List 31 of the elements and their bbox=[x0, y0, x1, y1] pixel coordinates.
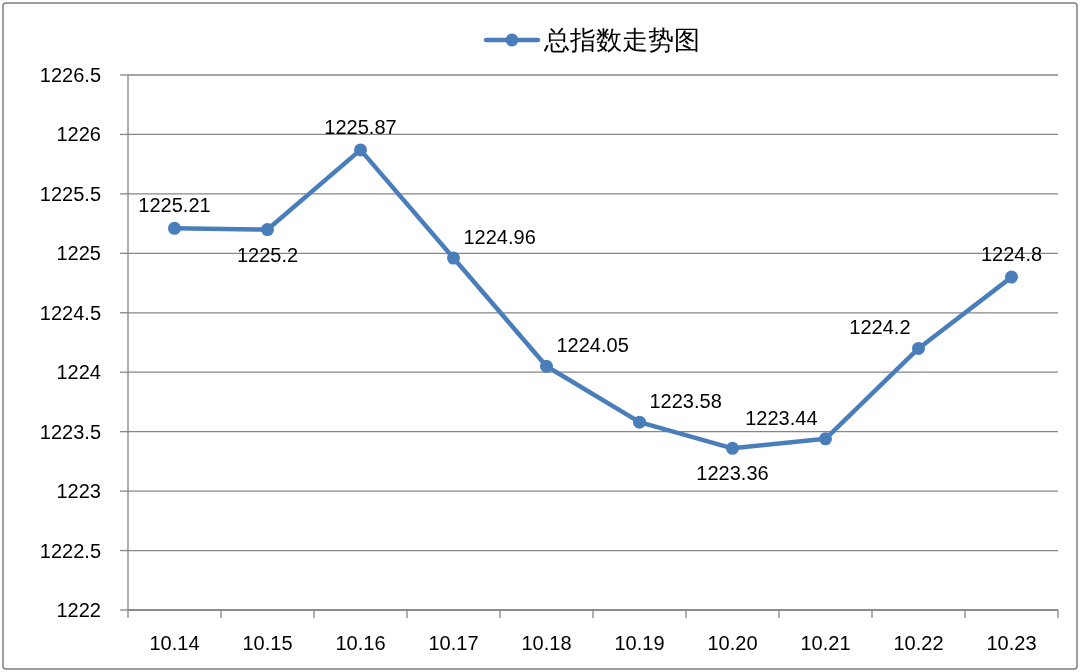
x-tick-label: 10.22 bbox=[893, 632, 944, 654]
data-label: 1224.8 bbox=[980, 243, 1043, 266]
data-label: 1223.36 bbox=[696, 462, 769, 485]
data-label: 1224.2 bbox=[849, 316, 911, 339]
y-tick-label: 1226.5 bbox=[39, 64, 101, 86]
data-label: 1224.05 bbox=[556, 334, 629, 357]
x-tick-label: 10.17 bbox=[428, 632, 479, 654]
legend-label: 总指数走势图 bbox=[544, 25, 700, 55]
y-tick-label: 1223.5 bbox=[39, 420, 101, 443]
x-tick-label: 10.20 bbox=[707, 632, 758, 654]
x-tick-label: 10.14 bbox=[149, 632, 200, 654]
x-tick-label: 10.21 bbox=[800, 632, 851, 654]
y-tick-label: 1222.5 bbox=[39, 539, 101, 562]
y-tick-label: 1223 bbox=[56, 480, 101, 503]
data-label: 1225.87 bbox=[324, 115, 397, 138]
y-tick-label: 1222 bbox=[56, 599, 101, 621]
data-label: 1225.21 bbox=[138, 194, 211, 217]
x-tick-label: 10.18 bbox=[521, 632, 572, 654]
y-tick-label: 1224 bbox=[56, 361, 101, 384]
x-tick-label: 10.23 bbox=[986, 632, 1037, 654]
x-tick-label: 10.15 bbox=[242, 632, 293, 654]
y-tick-label: 1225.5 bbox=[39, 182, 101, 205]
y-tick-label: 1224.5 bbox=[39, 301, 101, 324]
y-tick-label: 1226 bbox=[56, 123, 101, 146]
data-label: 1223.44 bbox=[745, 406, 818, 429]
data-label: 1224.96 bbox=[463, 226, 536, 249]
x-tick-label: 10.19 bbox=[614, 632, 665, 654]
data-label: 1223.58 bbox=[649, 390, 722, 413]
y-tick-label: 1225 bbox=[56, 242, 101, 265]
data-label: 1225.2 bbox=[236, 243, 299, 266]
x-tick-label: 10.16 bbox=[335, 632, 386, 654]
